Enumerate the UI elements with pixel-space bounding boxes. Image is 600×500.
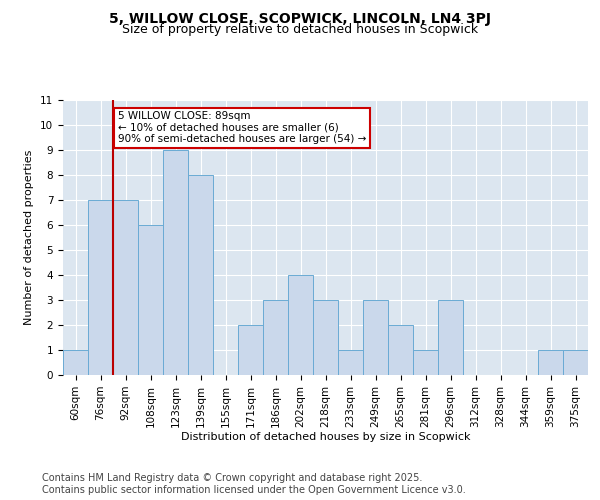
Bar	[163, 150, 188, 375]
Bar	[438, 300, 463, 375]
Bar	[238, 325, 263, 375]
Bar	[563, 350, 588, 375]
Bar	[188, 175, 213, 375]
Bar	[113, 200, 138, 375]
Bar	[88, 200, 113, 375]
Bar	[413, 350, 438, 375]
Bar	[363, 300, 388, 375]
Y-axis label: Number of detached properties: Number of detached properties	[25, 150, 34, 325]
Bar	[338, 350, 363, 375]
Text: 5, WILLOW CLOSE, SCOPWICK, LINCOLN, LN4 3PJ: 5, WILLOW CLOSE, SCOPWICK, LINCOLN, LN4 …	[109, 12, 491, 26]
Bar	[288, 275, 313, 375]
Bar	[63, 350, 88, 375]
Bar	[388, 325, 413, 375]
Text: Contains HM Land Registry data © Crown copyright and database right 2025.
Contai: Contains HM Land Registry data © Crown c…	[42, 474, 466, 495]
Bar	[538, 350, 563, 375]
Text: Size of property relative to detached houses in Scopwick: Size of property relative to detached ho…	[122, 22, 478, 36]
Bar	[138, 225, 163, 375]
Bar	[313, 300, 338, 375]
Bar	[263, 300, 288, 375]
X-axis label: Distribution of detached houses by size in Scopwick: Distribution of detached houses by size …	[181, 432, 470, 442]
Text: 5 WILLOW CLOSE: 89sqm
← 10% of detached houses are smaller (6)
90% of semi-detac: 5 WILLOW CLOSE: 89sqm ← 10% of detached …	[118, 112, 367, 144]
